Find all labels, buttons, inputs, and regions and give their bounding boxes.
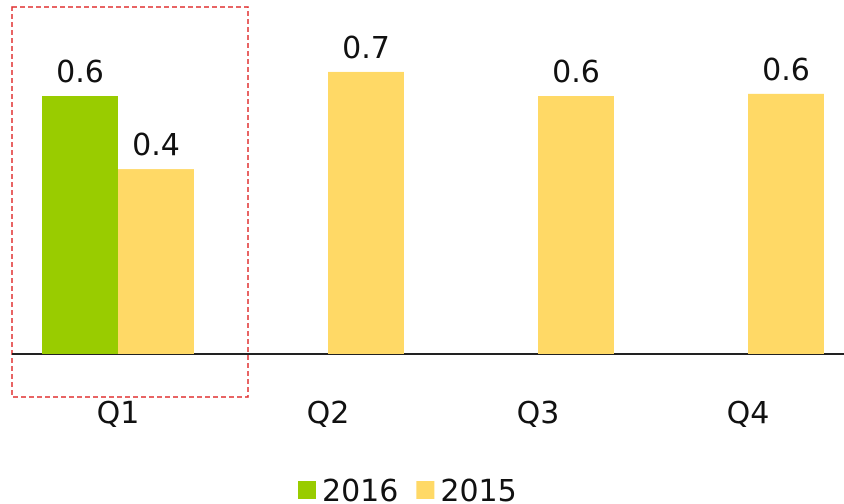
legend-label: 2015 — [440, 474, 516, 504]
data-label: 0.4 — [132, 128, 180, 163]
legend-swatch — [298, 481, 316, 499]
data-label: 0.6 — [552, 55, 600, 90]
data-label: 0.6 — [56, 55, 104, 90]
x-tick-label: Q1 — [97, 396, 140, 431]
data-label: 0.7 — [342, 31, 390, 66]
x-tick-label: Q2 — [307, 396, 350, 431]
x-tick-label: Q4 — [727, 396, 770, 431]
x-tick-label: Q3 — [517, 396, 560, 431]
bar — [42, 96, 118, 354]
selection-box — [11, 6, 249, 398]
bar — [328, 71, 404, 355]
legend-label: 2016 — [322, 474, 398, 504]
bar — [748, 93, 824, 354]
bar — [118, 169, 194, 354]
bar — [538, 96, 614, 354]
legend-swatch — [416, 481, 435, 499]
data-label: 0.6 — [762, 53, 810, 88]
